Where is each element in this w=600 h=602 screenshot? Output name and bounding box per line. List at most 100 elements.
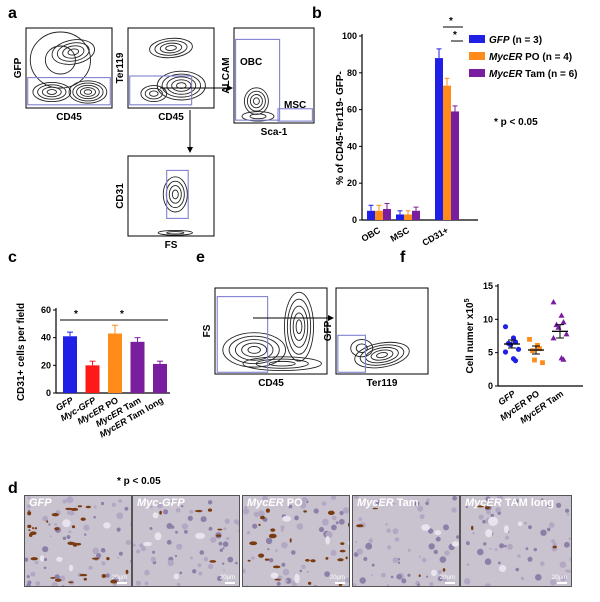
vessel-lumen [488, 516, 498, 526]
cd31-stain [216, 534, 222, 537]
chart-c-ylabel: CD31+ cells per field [16, 303, 27, 401]
cell-nucleus [365, 542, 373, 550]
chart-c-ytick-label-0: 0 [46, 388, 51, 398]
cd31-stain [54, 578, 62, 582]
vessel-lumen [154, 532, 162, 541]
cell-nucleus [396, 573, 402, 580]
cell-nucleus [465, 505, 468, 508]
vessel-lumen [39, 555, 45, 562]
flow-e-fs-cd45-contour-1-1 [228, 335, 280, 365]
vessel-lumen [504, 525, 509, 534]
chart-b-legend-label: MycER Tam (n = 6) [489, 69, 577, 80]
cell-nucleus [294, 515, 299, 521]
cell-nucleus [439, 556, 447, 563]
chart-b-ytick-label-60: 60 [347, 105, 357, 115]
cell-nucleus [170, 500, 174, 503]
flow-a-gfp-cd45-contour-2-2 [76, 84, 100, 100]
cell-nucleus [68, 530, 72, 534]
cd31-stain [442, 568, 446, 572]
cd31-stain [340, 542, 345, 545]
cell-nucleus [535, 574, 542, 581]
cd31-stain [71, 525, 76, 529]
cell-nucleus [149, 527, 153, 530]
cell-nucleus [417, 505, 424, 512]
chart-b-legend-swatch [469, 35, 485, 43]
cd31-stain [32, 527, 35, 530]
flow-a-gfp-cd45-contour-0-1 [56, 42, 90, 62]
flow-a-alcam-sca1-contour-1-1 [249, 113, 267, 120]
cell-nucleus [426, 498, 430, 502]
cd31-stain [106, 557, 110, 561]
cell-nucleus [83, 524, 90, 531]
cell-nucleus [355, 540, 358, 543]
chart-b-bar [375, 210, 383, 220]
cd31-stain [372, 507, 378, 510]
cell-nucleus [507, 543, 513, 550]
chart-b-bar [435, 58, 443, 220]
cell-nucleus [224, 518, 230, 524]
cell-nucleus [269, 558, 274, 563]
chart-b-bar [383, 208, 391, 220]
cd31-stain [258, 553, 265, 558]
cell-nucleus [174, 554, 178, 558]
flow-e-gfp-ter119: Ter119 GFP [323, 287, 429, 389]
cell-nucleus [418, 555, 421, 558]
cell-nucleus [533, 547, 537, 552]
cell-nucleus [93, 515, 96, 519]
chart-b-legend-label-rest: PO (n = 4) [522, 52, 572, 63]
cell-nucleus [517, 554, 521, 558]
cd31-stain [247, 559, 251, 562]
flow-a-cd31-fs-frame [127, 155, 215, 237]
micrograph-1: Myc-GFP 20µm [132, 495, 240, 587]
cell-nucleus [348, 498, 349, 502]
chart-f-point [532, 357, 537, 363]
cell-nucleus [276, 581, 281, 586]
cell-nucleus [42, 515, 49, 522]
chart-c-bar [130, 341, 145, 393]
flow-a-gfp-cd45-contour-3-1 [44, 45, 76, 75]
cell-nucleus [499, 543, 505, 549]
chart-c-ytick-label-40: 40 [41, 333, 51, 343]
chart-c-annotation: * p < 0.05 [117, 476, 161, 487]
chart-f-point [550, 299, 557, 305]
chart-b-legend-label-italic: MycER [489, 69, 523, 80]
cell-nucleus [133, 543, 136, 547]
chart-c-ytick-label-60: 60 [41, 305, 51, 315]
cd31-stain [249, 541, 258, 546]
flow-a-gfp-cd45-contour-0-2 [62, 45, 85, 59]
cell-nucleus [166, 539, 172, 545]
cell-nucleus [88, 565, 93, 570]
vessel-lumen [517, 521, 523, 527]
cell-nucleus [330, 549, 337, 556]
cell-nucleus [421, 557, 427, 563]
cell-nucleus [166, 523, 173, 529]
scale-bar [335, 582, 345, 584]
flow-a-cd31-fs-gate-0 [166, 169, 189, 219]
figure-svg: a b c e f CD45 GFP CD45 Ter119 Sca-1 ALCAM OBC MSC FS… [8, 5, 583, 487]
flow-a-ter119-cd45: CD45 Ter119 [115, 27, 215, 123]
cell-nucleus [198, 571, 203, 576]
flow-e-fs-cd45-xlabel: CD45 [258, 378, 284, 389]
cd31-stain [85, 505, 91, 509]
flow-a-alcam-sca1-contour-0-0 [243, 87, 269, 115]
chart-f-xtick-label-2-rest: Tam [543, 388, 565, 408]
cell-nucleus [363, 557, 368, 561]
flow-a-gfp-cd45-contour-1-0 [32, 81, 72, 103]
cell-nucleus [484, 558, 492, 565]
chart-b-sig-star-2: * [453, 30, 457, 41]
cell-nucleus [62, 536, 67, 540]
cd31-stain [194, 510, 203, 512]
cell-nucleus [222, 562, 225, 565]
cell-nucleus [568, 537, 571, 540]
cell-nucleus [528, 525, 532, 530]
cell-nucleus [265, 537, 273, 545]
chart-b-ylabel: % of CD45-Ter119- GFP- [335, 71, 346, 185]
chart-c-sig-star-2: * [120, 309, 124, 320]
cell-nucleus [345, 577, 349, 583]
vessel-lumen [458, 555, 459, 559]
cell-nucleus [284, 579, 288, 583]
cell-nucleus [392, 557, 399, 563]
vessel-lumen [62, 519, 71, 528]
chart-f-ylabel-main: Cell numer x10 [465, 302, 476, 374]
